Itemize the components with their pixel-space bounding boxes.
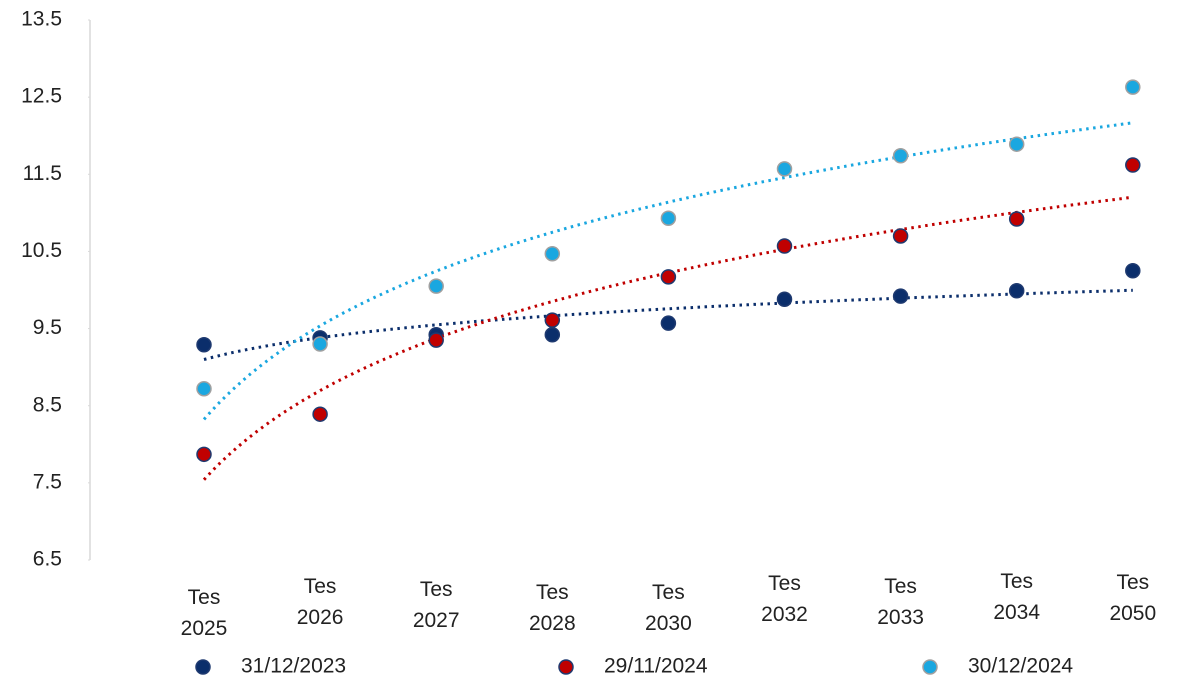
point [196, 446, 212, 463]
y-tick-label: 12.5 [21, 85, 62, 108]
point [776, 291, 793, 308]
legend-label: 30/12/2024 [968, 655, 1073, 678]
y-tick-label: 13.5 [21, 8, 62, 31]
point [196, 380, 212, 397]
point [892, 228, 909, 244]
y-tick-label: 10.5 [21, 239, 62, 262]
point [312, 406, 328, 422]
point [196, 337, 212, 353]
x-tick-label: Tes 2032 [761, 572, 808, 626]
legend-marker [195, 659, 211, 675]
point [544, 326, 561, 343]
legend-label: 29/11/2024 [604, 655, 708, 678]
y-tick-label: 11.5 [23, 162, 62, 185]
point [892, 148, 909, 164]
trendline [202, 195, 1133, 481]
x-tick-label: Tes 2034 [993, 570, 1041, 624]
point [660, 269, 677, 285]
x-tick-label: Tes 2027 [412, 578, 460, 632]
y-tick-label: 9.5 [33, 316, 62, 339]
point [544, 245, 561, 262]
point [660, 315, 677, 331]
y-tick-label: 6.5 [33, 548, 62, 571]
y-tick-label: 7.5 [33, 470, 62, 493]
x-tick-label: Tes 2025 [180, 586, 228, 640]
point [776, 238, 793, 254]
point [1125, 157, 1141, 173]
x-tick-label: Tes 2033 [877, 575, 924, 629]
point [1008, 283, 1025, 299]
point [1008, 211, 1025, 227]
legend-marker [922, 659, 938, 675]
point [892, 288, 909, 304]
point [776, 161, 793, 177]
legend-label: 31/12/2023 [241, 655, 346, 678]
x-tick-label: Tes 2028 [528, 581, 576, 635]
y-tick-label: 8.5 [33, 393, 62, 416]
x-tick-label: Tes 2026 [296, 575, 344, 629]
point [660, 210, 677, 227]
point [312, 336, 328, 352]
point [544, 312, 561, 328]
point [1125, 262, 1141, 279]
point [428, 278, 444, 294]
x-tick-label: Tes 2050 [1109, 571, 1157, 625]
point [1008, 136, 1025, 152]
x-tick-label: Tes 2030 [645, 581, 692, 635]
point [428, 332, 444, 348]
point [1125, 79, 1141, 95]
trendline [203, 288, 1133, 361]
legend-marker [558, 659, 574, 675]
